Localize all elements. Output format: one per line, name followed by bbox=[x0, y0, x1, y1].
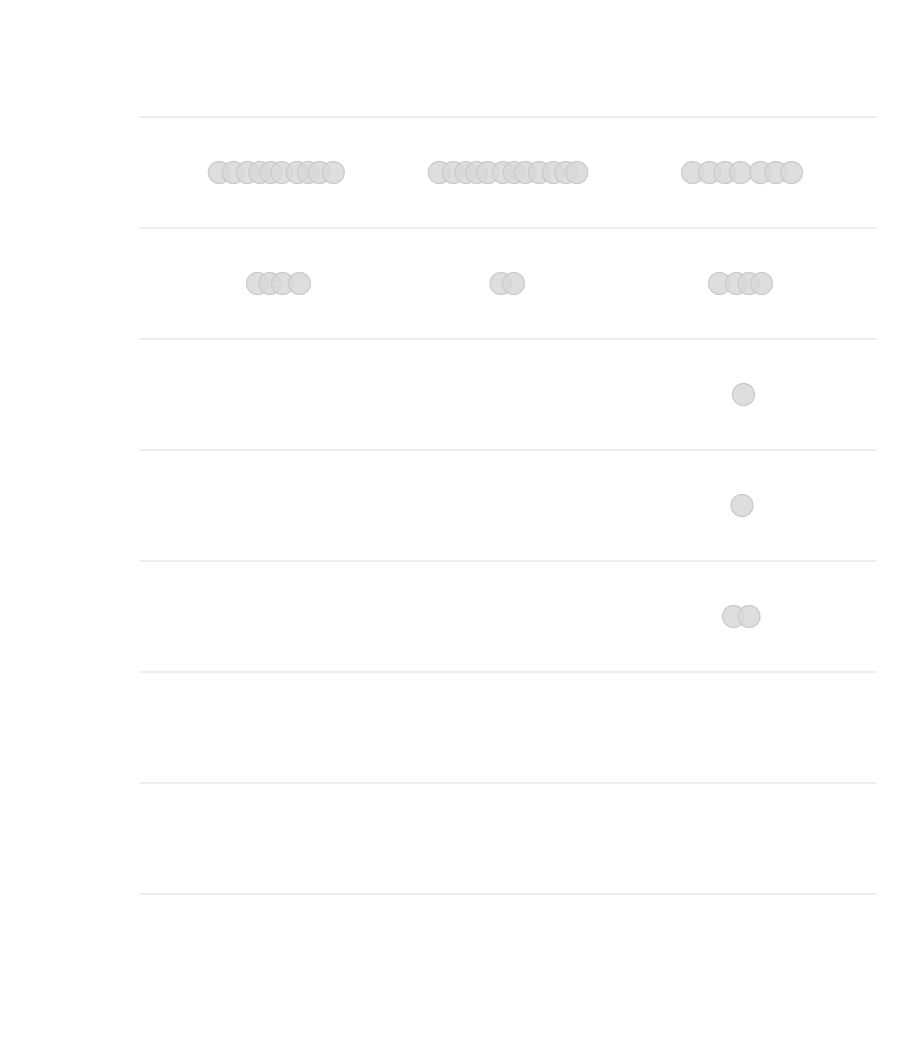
data-point bbox=[322, 162, 344, 184]
data-point bbox=[503, 273, 525, 295]
data-point bbox=[731, 495, 753, 517]
data-point bbox=[733, 384, 755, 406]
data-point bbox=[566, 162, 588, 184]
row-separator-lines bbox=[139, 117, 877, 894]
data-point bbox=[738, 606, 760, 628]
dot-marks bbox=[208, 162, 802, 628]
data-point bbox=[730, 162, 752, 184]
data-point bbox=[289, 273, 311, 295]
data-point bbox=[751, 273, 773, 295]
data-point bbox=[781, 162, 803, 184]
